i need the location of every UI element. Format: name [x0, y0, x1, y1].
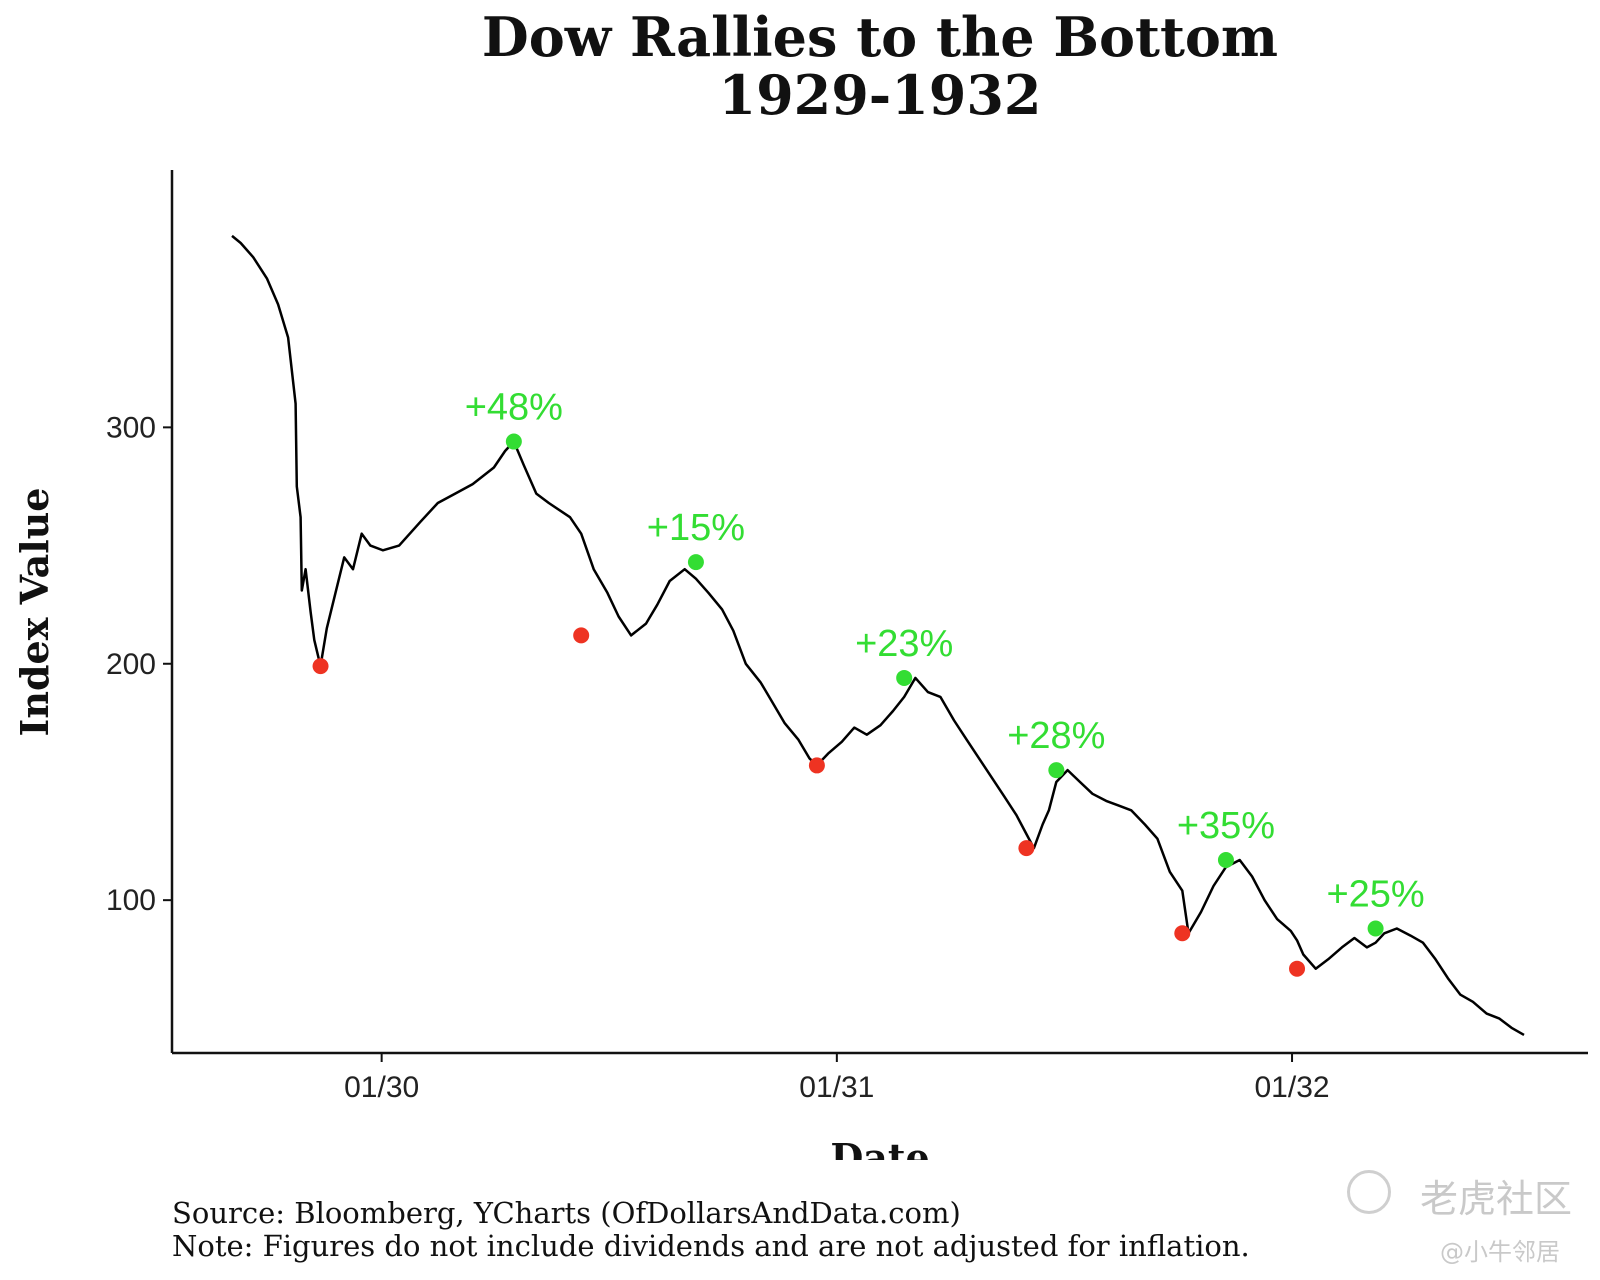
watermark-text: 老虎社区 [1419, 1177, 1572, 1221]
x-tick-label: 01/32 [1254, 1071, 1329, 1104]
plot-area [231, 234, 1525, 1036]
trough-point [573, 627, 590, 644]
trough-point [1018, 840, 1035, 857]
trough-point [808, 757, 825, 774]
peak-rally-label: +23% [855, 623, 953, 665]
y-tick-label: 200 [106, 648, 156, 681]
series-line [231, 234, 1525, 1036]
watermark-user: @小牛邻居 [1440, 1238, 1560, 1266]
peak-point [1367, 920, 1384, 937]
marks: +48% +15% +23% +28% +35% +25% [312, 387, 1425, 977]
trough-point [312, 658, 329, 675]
trough-point [1174, 925, 1191, 942]
trough-point [1289, 960, 1306, 977]
peak-point [687, 554, 704, 571]
y-axis-label: Index Value [12, 488, 57, 737]
y-tick-label: 300 [106, 411, 156, 444]
chart-subtitle: 1929-1932 [718, 63, 1042, 127]
axes: 100 200 300 01/30 01/31 01/32 Date Index Value [12, 170, 1588, 1160]
x-axis-label: Date [830, 1135, 929, 1160]
peak-rally-label: +48% [465, 387, 563, 429]
y-tick-label: 100 [106, 884, 156, 917]
tiger-logo-icon [1347, 1170, 1391, 1214]
peak-rally-label: +35% [1177, 805, 1275, 847]
chart-title: Dow Rallies to the Bottom [481, 5, 1279, 69]
peak-point [1217, 851, 1234, 868]
peak-point [505, 433, 522, 450]
peak-point [896, 669, 913, 686]
note-caption: Note: Figures do not include dividends a… [172, 1229, 1250, 1263]
x-tick-label: 01/30 [344, 1071, 419, 1104]
x-tick-label: 01/31 [799, 1071, 874, 1104]
peak-rally-label: +28% [1007, 715, 1105, 757]
peak-point [1048, 762, 1065, 779]
peak-rally-label: +15% [647, 507, 745, 549]
source-caption: Source: Bloomberg, YCharts (OfDollarsAnd… [172, 1196, 961, 1230]
chart-title-block: Dow Rallies to the Bottom 1929-1932 [0, 8, 1600, 124]
peak-rally-label: +25% [1326, 874, 1424, 916]
